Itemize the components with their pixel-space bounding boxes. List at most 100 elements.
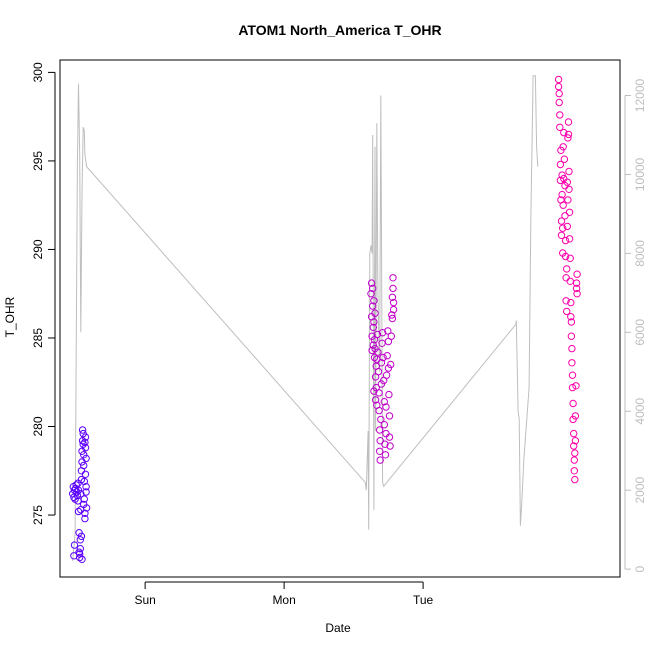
data-point: [370, 353, 379, 362]
y-tick-label: 290: [31, 239, 45, 259]
data-point: [562, 274, 570, 282]
data-point: [374, 367, 383, 376]
data-point: [78, 426, 87, 434]
data-point: [370, 387, 378, 395]
data-point: [80, 461, 88, 470]
data-point: [376, 447, 384, 455]
data-point: [560, 174, 568, 183]
data-point: [569, 399, 577, 408]
data-point: [375, 406, 383, 415]
data-point: [80, 500, 88, 509]
data-point: [388, 314, 397, 323]
x-axis-label: Date: [325, 621, 351, 635]
data-point: [567, 318, 576, 326]
plot-area: [69, 75, 581, 563]
x-tick-label: Mon: [272, 593, 295, 607]
data-point: [386, 442, 394, 450]
data-point: [562, 297, 570, 305]
data-point: [374, 348, 382, 356]
data-point: [70, 541, 79, 549]
data-point: [565, 208, 574, 217]
data-point: [376, 437, 384, 445]
data-point: [82, 488, 90, 496]
y-right-tick-label: 0: [633, 565, 647, 572]
data-point: [80, 477, 89, 486]
data-point: [74, 486, 83, 494]
data-point: [369, 323, 377, 332]
data-point: [384, 364, 393, 372]
data-point: [369, 341, 377, 349]
data-point: [556, 160, 565, 169]
data-point: [378, 329, 387, 337]
y-right-tick-label: 2000: [633, 477, 647, 504]
data-point: [573, 290, 581, 298]
data-point: [377, 359, 386, 367]
data-point: [567, 298, 575, 307]
data-point: [389, 305, 398, 314]
data-point: [81, 438, 89, 447]
data-point: [560, 155, 569, 163]
data-point: [558, 171, 566, 179]
y-tick-label: 280: [31, 416, 45, 436]
data-point: [382, 429, 390, 438]
data-point: [75, 529, 83, 537]
data-point: [556, 123, 564, 132]
data-point: [563, 222, 571, 231]
data-point: [80, 495, 89, 503]
data-point: [369, 284, 377, 293]
y-axis-label: T_OHR: [3, 296, 17, 337]
data-point: [557, 217, 566, 225]
data-point: [565, 235, 574, 243]
data-point: [565, 185, 573, 194]
plot-frame: [59, 59, 621, 578]
data-point: [561, 252, 570, 261]
y-tick-label: 300: [31, 62, 45, 82]
data-point: [382, 371, 391, 379]
data-point: [572, 284, 581, 293]
data-point: [387, 360, 395, 369]
y-tick-label: 275: [31, 505, 45, 525]
data-point: [73, 488, 81, 496]
y-right-tick-label: 12000: [633, 79, 647, 113]
secondary-line: [72, 75, 539, 562]
y-right-tick-label: 4000: [633, 398, 647, 425]
data-point: [561, 212, 569, 220]
data-point: [561, 236, 570, 245]
data-point: [572, 382, 580, 390]
data-point: [573, 270, 581, 278]
data-point: [567, 332, 576, 340]
data-point: [377, 415, 385, 424]
data-point: [560, 128, 568, 137]
data-point: [563, 307, 571, 316]
data-point: [81, 470, 90, 478]
data-point: [388, 293, 397, 301]
data-point: [389, 274, 397, 282]
data-point: [564, 118, 573, 126]
data-point: [570, 429, 578, 438]
data-point: [381, 440, 389, 448]
data-point: [376, 426, 384, 434]
chart-title: ATOM1 North_America T_OHR: [238, 22, 441, 38]
data-point: [367, 279, 376, 287]
data-point: [559, 201, 567, 209]
data-point: [81, 433, 90, 441]
data-point: [385, 433, 394, 441]
axes: 275 280 285 290 295 300 0 2000 4000 6000 8000 10000…: [31, 62, 647, 607]
data-point: [76, 545, 85, 553]
data-point: [82, 454, 90, 463]
x-tick-label: Sun: [134, 593, 155, 607]
data-point: [554, 75, 563, 84]
data-point: [76, 536, 85, 544]
y-right-tick-label: 6000: [633, 319, 647, 346]
data-point: [370, 297, 378, 305]
data-point: [375, 389, 383, 397]
data-point: [383, 352, 391, 360]
y-tick-label: 295: [31, 151, 45, 171]
data-point: [555, 89, 563, 98]
data-point: [81, 514, 89, 523]
data-point: [567, 313, 575, 321]
data-point: [387, 332, 395, 340]
data-point: [389, 298, 398, 307]
data-point: [559, 143, 567, 151]
data-point: [77, 490, 85, 498]
